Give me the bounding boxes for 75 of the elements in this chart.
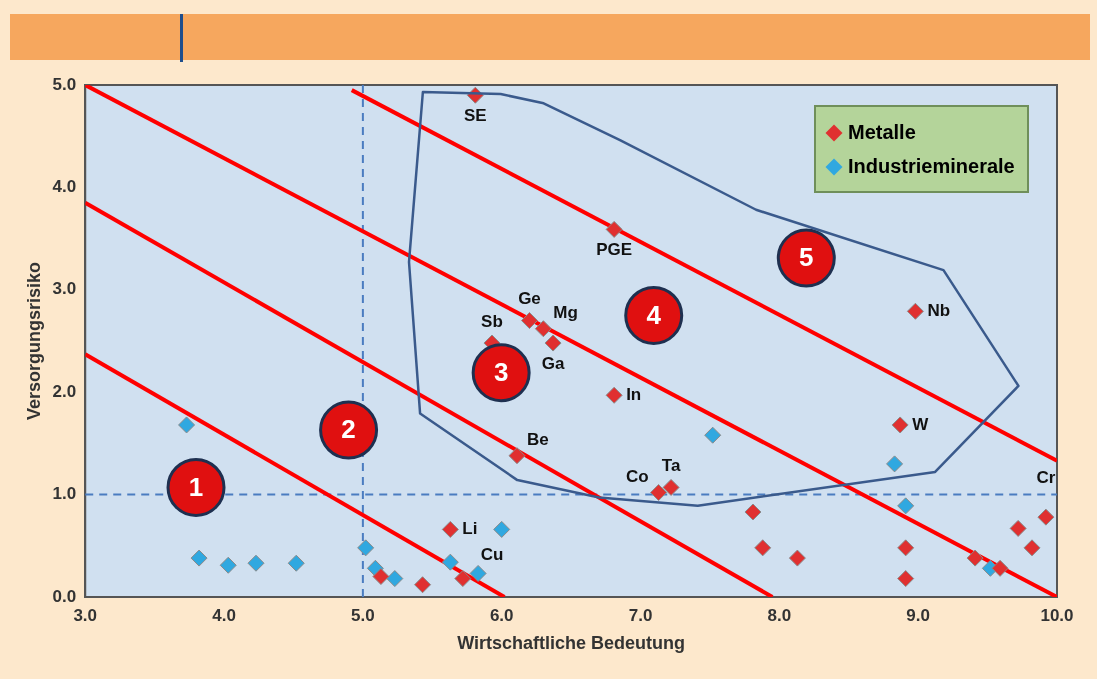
point	[493, 520, 511, 538]
legend-label: Metalle	[847, 120, 917, 145]
data-label: Mg	[553, 303, 578, 323]
point	[650, 484, 668, 502]
data-label: Ge	[518, 289, 541, 309]
point	[544, 334, 562, 352]
annotation: 3	[493, 356, 509, 387]
point	[754, 539, 772, 557]
point	[744, 503, 762, 521]
point	[704, 426, 722, 444]
data-label: W	[912, 414, 930, 434]
point	[886, 455, 904, 473]
point	[897, 497, 915, 515]
data-label: SE	[463, 105, 487, 125]
point	[414, 576, 432, 594]
point	[788, 549, 806, 567]
y-tick-label: 2.0	[52, 381, 77, 401]
point	[897, 570, 915, 588]
x-tick-label: 10.0	[1040, 605, 1074, 625]
x-tick-label: 5.0	[351, 605, 375, 625]
data-label: Cu	[480, 545, 504, 565]
point	[508, 447, 526, 465]
point	[991, 559, 1009, 577]
point	[966, 549, 984, 567]
point	[906, 302, 924, 320]
point	[219, 556, 237, 574]
x-axis-title: Wirtschaftliche Bedeutung	[457, 633, 686, 654]
point	[605, 386, 623, 404]
data-label: Cr	[1036, 467, 1056, 487]
point	[605, 220, 623, 238]
x-tick-label: 6.0	[489, 605, 514, 625]
data-label: Ta	[661, 456, 681, 476]
y-tick-label: 4.0	[52, 177, 77, 197]
annotation: 5	[799, 242, 814, 273]
point	[372, 568, 390, 586]
x-tick-label: 3.0	[73, 605, 98, 625]
x-tick-label: 4.0	[212, 605, 236, 625]
point	[441, 520, 459, 538]
point	[287, 554, 305, 572]
annotation: 1	[188, 471, 204, 502]
legend-label: Industrieminerale	[847, 154, 1015, 179]
data-label: In	[626, 384, 642, 404]
data-label: Be	[526, 430, 549, 450]
x-tick-label: 7.0	[628, 605, 653, 625]
point	[190, 549, 208, 567]
data-label: PGE	[596, 240, 633, 260]
y-tick-label: 3.0	[52, 279, 77, 299]
point	[247, 554, 265, 572]
point	[386, 570, 404, 588]
point	[1009, 519, 1027, 537]
y-tick-label: 5.0	[52, 74, 77, 94]
data-label: Ga	[541, 353, 565, 373]
point	[441, 553, 459, 571]
y-axis-title: Versorgungsrisiko	[23, 261, 44, 421]
y-tick-label: 0.0	[52, 586, 77, 606]
point	[178, 416, 196, 434]
point	[357, 539, 375, 557]
point	[520, 312, 538, 330]
annotation: 2	[341, 414, 356, 445]
point	[1023, 539, 1041, 557]
point	[469, 564, 487, 582]
data-label: Nb	[927, 300, 951, 320]
x-tick-label: 9.0	[906, 605, 930, 625]
data-label: Li	[462, 519, 478, 539]
point	[534, 320, 552, 338]
point	[454, 570, 472, 588]
point	[891, 416, 909, 434]
annotation: 4	[646, 299, 662, 330]
data-label: Co	[625, 467, 649, 487]
y-tick-label: 1.0	[52, 484, 77, 504]
point	[662, 478, 680, 496]
data-label: Sb	[481, 311, 503, 331]
x-tick-label: 8.0	[767, 605, 792, 625]
point	[1037, 508, 1055, 526]
point	[897, 539, 915, 557]
